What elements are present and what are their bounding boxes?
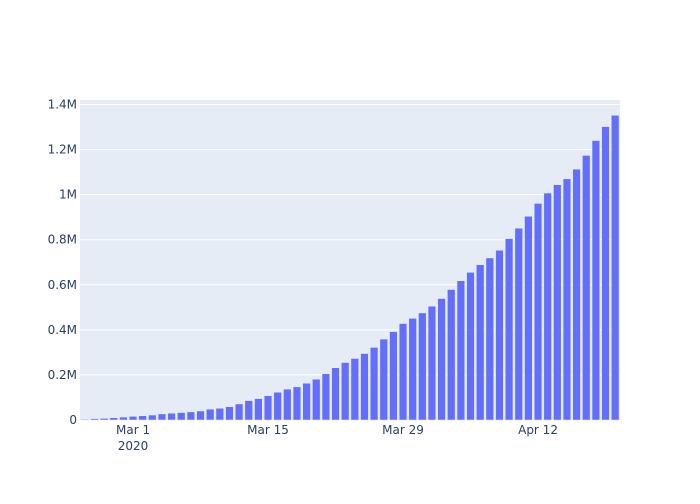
bar[interactable] — [90, 418, 99, 421]
bar[interactable] — [495, 250, 504, 421]
bar[interactable] — [244, 400, 253, 421]
bar[interactable] — [370, 347, 379, 421]
bar[interactable] — [437, 298, 446, 421]
y-tick-label: 0.6M — [48, 278, 77, 292]
bars — [80, 115, 620, 421]
bar[interactable] — [119, 416, 128, 421]
bar[interactable] — [215, 408, 224, 421]
bar[interactable] — [582, 155, 591, 421]
bar[interactable] — [524, 216, 533, 421]
bar[interactable] — [418, 312, 427, 421]
bar[interactable] — [167, 412, 176, 421]
bar[interactable] — [601, 126, 610, 421]
bar[interactable] — [447, 289, 456, 421]
bar[interactable] — [533, 203, 543, 421]
bar[interactable] — [505, 238, 514, 421]
bar[interactable] — [235, 403, 244, 421]
bar[interactable] — [591, 140, 600, 421]
y-tick-label: 0 — [69, 413, 77, 427]
bar[interactable] — [350, 358, 359, 421]
bar[interactable] — [254, 398, 263, 421]
x-tick-label: Mar 15 — [247, 423, 289, 437]
bar[interactable] — [225, 406, 234, 421]
y-tick-label: 1.2M — [48, 143, 77, 157]
bar[interactable] — [543, 192, 552, 421]
bar[interactable] — [389, 331, 398, 421]
bar[interactable] — [456, 280, 465, 421]
bar[interactable] — [100, 418, 109, 421]
x-tick-sublabel: 2020 — [118, 439, 149, 453]
bar[interactable] — [562, 178, 572, 421]
bar[interactable] — [341, 362, 350, 421]
bar[interactable] — [273, 392, 282, 421]
bar[interactable] — [553, 184, 562, 421]
bar[interactable] — [80, 419, 89, 421]
y-tick-label: 1.4M — [48, 98, 77, 112]
y-axis: 0 0.2M 0.4M 0.6M 0.8M 1M 1.2M 1.4M — [48, 98, 77, 427]
bar[interactable] — [379, 338, 388, 421]
y-tick-label: 0.8M — [48, 233, 77, 247]
bar[interactable] — [186, 411, 196, 421]
bar[interactable] — [263, 395, 273, 421]
bar[interactable] — [514, 227, 523, 421]
bar[interactable] — [292, 386, 302, 421]
bar[interactable] — [177, 412, 186, 421]
bar[interactable] — [572, 168, 581, 421]
bar[interactable] — [283, 388, 292, 421]
bar[interactable] — [138, 415, 147, 421]
bar[interactable] — [206, 408, 215, 421]
bar[interactable] — [109, 417, 118, 421]
y-tick-label: 0.2M — [48, 368, 77, 382]
y-tick-label: 1M — [59, 188, 77, 202]
bar[interactable] — [485, 257, 494, 421]
bar[interactable] — [427, 305, 437, 421]
bar[interactable] — [331, 367, 340, 421]
bar[interactable] — [148, 414, 157, 421]
x-axis: Mar 1 2020 Mar 15 Mar 29 Apr 12 — [116, 423, 558, 453]
bar[interactable] — [466, 272, 475, 421]
bar[interactable] — [360, 353, 369, 421]
bar[interactable] — [611, 115, 620, 421]
x-tick-label: Mar 1 — [116, 423, 150, 437]
bar[interactable] — [157, 413, 167, 421]
bar[interactable] — [321, 373, 330, 421]
bar[interactable] — [302, 383, 311, 421]
bar[interactable] — [312, 378, 321, 421]
x-tick-label: Apr 12 — [518, 423, 558, 437]
x-tick-label: Mar 29 — [382, 423, 424, 437]
gridlines — [80, 104, 620, 376]
bar[interactable] — [128, 416, 138, 421]
bar[interactable] — [408, 318, 417, 421]
bar[interactable] — [398, 323, 408, 421]
y-tick-label: 0.4M — [48, 323, 77, 337]
bar[interactable] — [196, 410, 205, 421]
bar[interactable] — [476, 264, 485, 421]
